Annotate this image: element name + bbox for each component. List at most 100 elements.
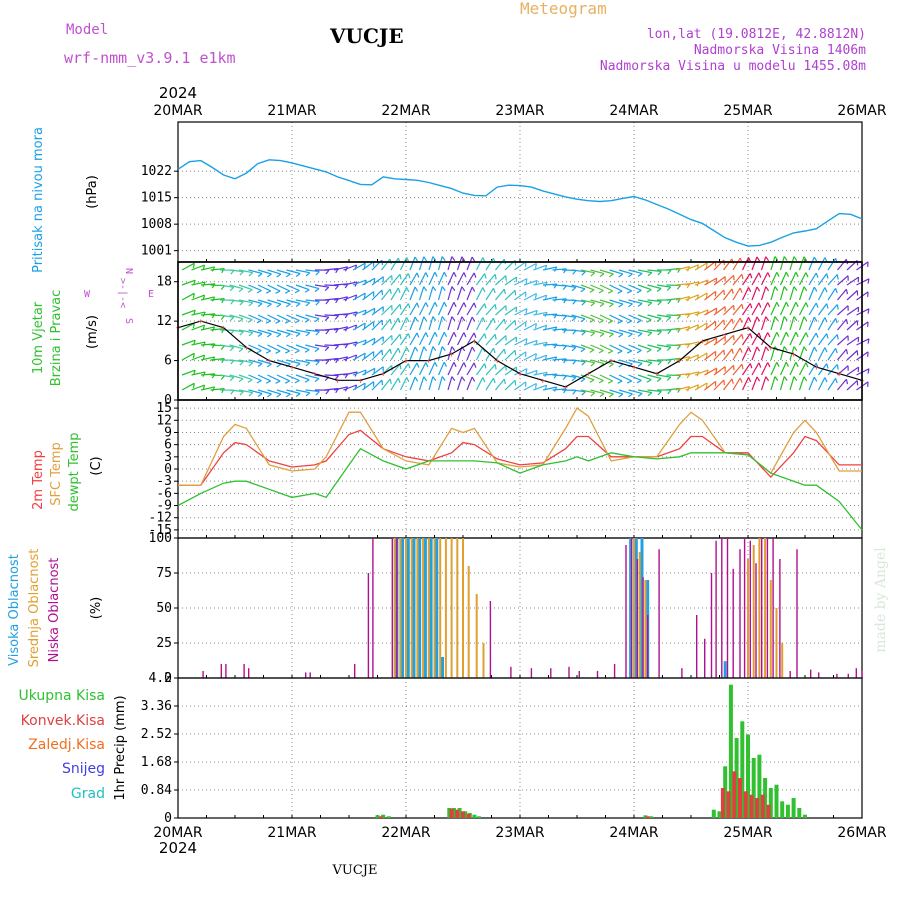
wind-barb-head [441, 376, 446, 381]
mid-cloud-title: Srednja Oblacnost [27, 549, 42, 668]
wind-barb [533, 371, 548, 376]
wind-barb-head [824, 377, 828, 383]
wind-barb-head [397, 317, 401, 324]
wind-barb [476, 363, 486, 376]
wind-barb [248, 389, 263, 395]
wind-barb [751, 302, 760, 316]
wind-barb-head [803, 346, 808, 352]
wind-barb [390, 303, 401, 316]
wind-barb-head [399, 334, 402, 340]
wind-barb-head [221, 328, 225, 334]
wind-gust-point: + [518, 370, 523, 379]
wind-barb [333, 326, 348, 331]
model-label: Model [66, 22, 108, 38]
wind-barb [770, 256, 776, 271]
wind-barb [533, 384, 547, 391]
wind-barb-head [765, 286, 770, 292]
wind-barb [390, 347, 399, 361]
wind-title: 10m Vjetar Brzina i Pravac [31, 290, 64, 387]
wind-barb-head [723, 379, 725, 386]
wind-barb [637, 389, 652, 394]
wind-barb-head [805, 332, 809, 338]
wind-barb [295, 374, 310, 381]
wind-barb [713, 336, 726, 346]
wind-barb-head [514, 290, 517, 296]
wind-barb [580, 314, 595, 321]
wind-barb-head [756, 346, 761, 352]
wind-barb-head [590, 332, 596, 337]
wind-barb [704, 277, 717, 286]
wind-barb [305, 284, 320, 290]
wind-barb [381, 304, 393, 316]
wind-barb [827, 347, 837, 361]
wind-barb [628, 269, 643, 274]
pressure-unit: (hPa) [85, 175, 100, 209]
wind-barb-head [739, 377, 743, 383]
wind-barb [418, 316, 425, 331]
wind-barb-head [416, 272, 420, 278]
wind-barb [409, 346, 416, 361]
top-day-label: 21MAR [267, 103, 316, 119]
wind-barb [343, 311, 358, 316]
wind-barb-head [314, 288, 320, 293]
wind-barb [751, 272, 760, 286]
wind-barb-head [647, 332, 653, 337]
wind-barb-head [514, 380, 517, 386]
wind-barb [400, 303, 409, 316]
wind-barb [552, 358, 567, 361]
wind-barb-head [220, 315, 225, 320]
wind-barb [437, 271, 445, 286]
wind-barb-head [463, 272, 467, 278]
wind-barb-head [503, 378, 506, 385]
total-rain-bar [381, 814, 386, 818]
wind-barb-head [562, 375, 567, 381]
wind-barb [447, 376, 453, 391]
wind-barb [590, 344, 604, 352]
wind-barb-head [238, 378, 244, 383]
wind-barb-head [285, 333, 291, 338]
wind-barb-head [247, 319, 253, 323]
wind-barb-head [793, 256, 798, 262]
wind-barb [276, 359, 291, 365]
wind-barb-head [325, 329, 330, 335]
wind-barb [400, 333, 409, 346]
wind-barb [741, 317, 750, 331]
conv-rain-bar [461, 811, 465, 818]
wind-barb [343, 384, 357, 391]
temp-ytick-label: 12 [156, 413, 172, 428]
legend-total-rain: Ukupna Kisa [18, 688, 105, 704]
wind-barb [362, 351, 375, 361]
wind-barb [533, 324, 547, 331]
bottom-day-label: 23MAR [495, 825, 544, 841]
total-rain-bar [803, 814, 807, 818]
wind-barb-head [373, 338, 376, 344]
precip-unit: 1hr Precip (mm) [113, 695, 128, 800]
wind-barb [191, 371, 206, 376]
wind-barb-head [835, 348, 838, 354]
wind-barb [447, 362, 455, 376]
wind-gust-point: + [586, 370, 591, 379]
wind-barb-head [598, 349, 604, 354]
wind-barb [485, 274, 496, 286]
wind-barb [343, 281, 358, 286]
wind-barb [352, 309, 367, 316]
wind-barb [485, 377, 495, 391]
wind-barb [798, 376, 805, 391]
wind-barb [343, 324, 357, 331]
wind-barb-head [803, 286, 808, 292]
wind-barb [571, 299, 586, 303]
wind-barb-head [503, 318, 506, 325]
wind-barb-head [705, 352, 708, 359]
wind-barb-head [220, 285, 225, 290]
wind-barb-head [305, 362, 311, 367]
wind-barb [191, 264, 205, 271]
wind-barb [305, 299, 320, 303]
wind-barb [647, 389, 662, 392]
wind-barb [523, 382, 537, 391]
wind-barb [267, 344, 281, 352]
wind-barb-head [589, 289, 595, 293]
wind-barb [798, 272, 807, 286]
wind-barb [428, 272, 436, 286]
wind-barb [390, 273, 401, 286]
wind-barb [561, 344, 576, 348]
